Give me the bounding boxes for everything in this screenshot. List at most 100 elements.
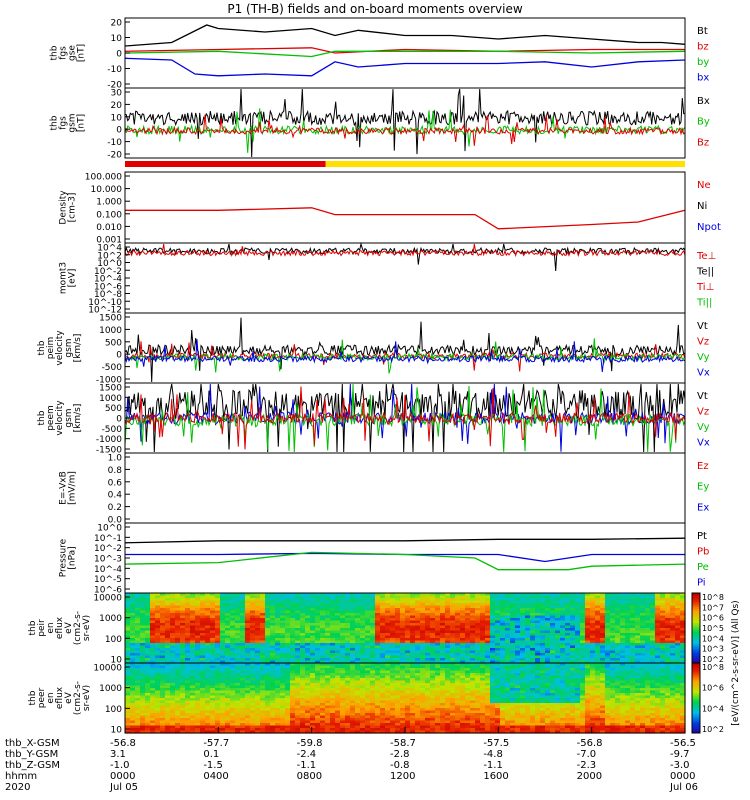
ylabel-fgs-gsm: fgs [59, 116, 69, 130]
ytick-label-fgs-gsm: 20 [111, 101, 123, 111]
colorbar-tick: 10^5 [702, 624, 724, 633]
ytick-label-pressure: 10^-3 [94, 555, 122, 565]
colorbar-label: [eV/(cm^2-s-sr-eV)] (All Qs) [731, 600, 741, 725]
footer-row-label: hhmm [5, 771, 37, 782]
ylabel-peem: peem [46, 405, 56, 431]
ytick-label-temp: 10^0 [97, 259, 122, 269]
ytick-label-fgs-gse: -10 [107, 65, 122, 75]
ytick-label-peem: -1500 [96, 446, 122, 456]
peem-vt-trace [124, 383, 686, 453]
ylabel-peir: eflux [55, 616, 65, 639]
peem-vz-trace [124, 386, 686, 450]
ytick-label-fgs-gse: -20 [107, 81, 122, 91]
legend-peim-Vt: Vt [697, 321, 708, 332]
legend-efield-Ex: Ex [697, 502, 709, 513]
ylabel-pressure: [nPa] [68, 546, 78, 569]
ytick-label-fgs-gsm: 10 [111, 113, 123, 123]
footer-value: Jul 06 [669, 782, 698, 793]
ytick-label-peir: 100 [105, 635, 122, 645]
colorbar-tick: 10^4 [702, 704, 724, 713]
ylabel-peem: thb [37, 410, 47, 425]
series-fgs-gse-bx [124, 57, 686, 77]
footer-value: -1.1 [483, 760, 503, 771]
ytick-label-temp: 10^2 [97, 251, 122, 261]
ytick-label-peim: 0 [116, 351, 122, 361]
ytick-label-pressure: 10^-5 [94, 575, 122, 585]
ytick-label-peem: 1000 [99, 394, 122, 404]
ytick-label-fgs-gsm: 30 [111, 89, 123, 99]
footer-value: -57.7 [203, 738, 229, 749]
temp-trace-red [124, 243, 686, 258]
colorbar-tick: 10^3 [702, 645, 724, 654]
ytick-label-density: 0.001 [96, 236, 122, 246]
ytick-label-peer: 10000 [93, 664, 122, 674]
legend-peem-Vt: Vt [697, 391, 708, 402]
panel-frame-fgs-gsm [124, 87, 686, 159]
ylabel-efield: [mV/m] [68, 471, 78, 505]
ytick-label-temp: 10^-6 [94, 282, 122, 292]
legend-density-Npot: Npot [697, 222, 721, 233]
ytick-label-efield: 1.0 [108, 454, 123, 464]
ytick-label-peem: 1500 [99, 384, 122, 394]
ylabel-fgs-gse: thb [50, 45, 60, 60]
ylabel-fgs-gsm: thb [50, 115, 60, 130]
footer-value: 0.1 [203, 749, 219, 760]
legend-fgs-gse-bz: bz [697, 42, 709, 53]
ytick-label-peim: 1000 [99, 326, 122, 336]
legend-pressure-Pi: Pi [697, 578, 706, 589]
ytick-label-temp: 10^-2 [94, 267, 122, 277]
ylabel-peir: peir [37, 619, 47, 637]
legend-peim-Vx: Vx [697, 368, 710, 379]
colorbar-tick: 10^8 [702, 593, 724, 602]
gsm-bz-trace [124, 114, 686, 146]
ytick-label-fgs-gse: 20 [111, 19, 123, 29]
temp-trace-black [124, 242, 686, 272]
footer-value: -1.1 [297, 760, 317, 771]
ytick-label-peer: 100 [105, 705, 122, 715]
footer-value: 3.1 [110, 749, 126, 760]
ytick-label-peem: 0 [116, 415, 122, 425]
footer-value: 0800 [297, 771, 322, 782]
footer-value: -3.0 [670, 760, 690, 771]
footer-value: -56.5 [670, 738, 696, 749]
footer-value: 2000 [577, 771, 602, 782]
legend-peim-Vy: Vy [697, 352, 710, 363]
legend-temp-Ti⊥: Ti⊥ [696, 282, 714, 293]
series-density-Ne [125, 207, 686, 230]
ylabel-peim: velocity [55, 330, 65, 366]
ylabel-peir: en [46, 622, 56, 633]
peim-vy-trace [124, 338, 686, 374]
ytick-label-peir: 10000 [93, 594, 122, 604]
ytick-label-efield: 0.2 [108, 503, 122, 513]
legend-fgs-gse-bx: bx [697, 73, 709, 84]
ytick-label-fgs-gse: 10 [111, 34, 123, 44]
legend-peem-Vx: Vx [697, 438, 710, 449]
legend-temp-Te||: Te|| [696, 267, 714, 278]
colorbar-tick: 10^2 [702, 725, 724, 734]
footer-value: -56.8 [110, 738, 136, 749]
footer-value: -1.5 [203, 760, 223, 771]
panel-frame-efield [124, 452, 686, 524]
footer-value: Jul 05 [109, 782, 138, 793]
footer-value: -7.0 [577, 749, 597, 760]
ylabel-efield: E=-VxB [59, 471, 69, 505]
colorbar-tick: 10^4 [702, 634, 724, 643]
ylabel-peer: eflux [55, 686, 65, 709]
footer-row-label: 2020 [5, 782, 30, 793]
ylabel-fgs-gsm: [nT] [77, 114, 87, 132]
footer-value: -57.5 [483, 738, 509, 749]
ytick-label-pressure: 10^-1 [94, 534, 122, 544]
footer-row-label: thb_Y-GSM [5, 749, 58, 760]
ylabel-peim: peim [46, 337, 56, 360]
ylabel-peer: (cm2-s- [73, 681, 83, 715]
ytick-label-temp: 10^-10 [88, 298, 122, 308]
footer-value: -9.7 [670, 749, 690, 760]
ytick-label-peir: 1000 [99, 614, 122, 624]
ytick-label-pressure: 10^-6 [94, 586, 122, 596]
ytick-label-peir: 10 [111, 656, 123, 666]
ytick-label-peim: -1000 [96, 376, 122, 386]
legend-pressure-Pb: Pb [697, 547, 709, 558]
ytick-label-fgs-gse: 0 [116, 50, 122, 60]
colorbar-tick: 10^2 [702, 655, 724, 664]
